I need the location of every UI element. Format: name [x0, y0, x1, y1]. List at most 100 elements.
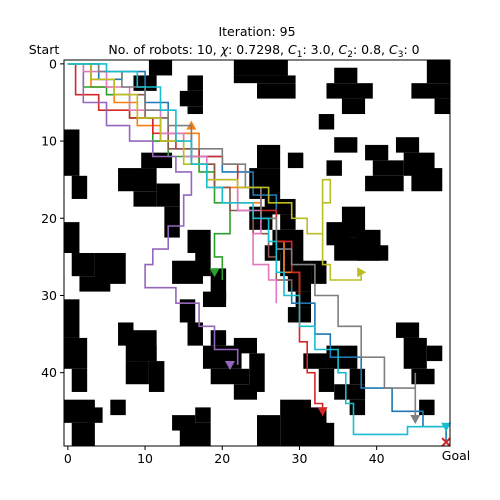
obstacle-cell — [334, 137, 358, 153]
obstacle-cell — [187, 322, 203, 346]
obstacle-cell — [434, 98, 450, 115]
obstacle-cell — [64, 299, 80, 338]
obstacle-cell — [172, 260, 203, 284]
y-tick-label: 20 — [41, 211, 57, 226]
obstacle-cell — [118, 168, 157, 192]
obstacle-cell — [334, 67, 358, 84]
x-axis: 0 10 20 30 40 — [64, 446, 385, 466]
obstacle-cell — [411, 168, 443, 192]
obstacle-layer — [64, 60, 450, 446]
plot-frame — [63, 59, 451, 447]
obstacle-cell — [64, 129, 80, 176]
obstacle-cell — [249, 353, 265, 392]
obstacle-cell — [426, 60, 450, 84]
obstacle-cell — [257, 83, 296, 99]
obstacle-cell — [187, 229, 211, 253]
obstacle-cell — [71, 175, 88, 199]
chart-title-line2: No. of robots: 10, χ: 0.7298, C1: 3.0, C… — [108, 42, 419, 60]
param-value: : 0 — [403, 42, 419, 57]
obstacle-cell — [334, 384, 366, 400]
obstacle-cell — [71, 368, 88, 392]
x-tick-label: 40 — [369, 451, 385, 466]
param-symbol: χ — [220, 42, 229, 57]
param-value: : 3.0, — [302, 42, 338, 57]
obstacle-cell — [71, 422, 95, 446]
obstacle-cell — [79, 276, 111, 292]
start-label: Start — [29, 42, 60, 57]
obstacle-cell — [233, 337, 257, 354]
obstacle-cell — [110, 399, 126, 416]
obstacle-cell — [64, 337, 88, 369]
obstacle-cell — [403, 337, 427, 369]
obstacle-cell — [141, 345, 157, 362]
obstacle-cell — [257, 144, 281, 169]
obstacle-cell — [202, 291, 227, 308]
y-tick-label: 30 — [41, 288, 57, 303]
obstacle-cell — [64, 222, 80, 253]
y-tick-label: 0 — [49, 56, 57, 71]
obstacle-cell — [426, 345, 443, 362]
obstacle-cell — [133, 191, 157, 207]
obstacle-cell — [349, 399, 366, 416]
obstacle-cell — [372, 245, 389, 261]
param-subscript: 2 — [347, 50, 353, 60]
obstacle-cell — [179, 90, 203, 107]
robot-path — [67, 63, 324, 412]
y-tick-label: 10 — [41, 134, 57, 149]
robot-path — [67, 63, 278, 304]
obstacle-cell — [148, 60, 173, 76]
chart-title-line1: Iteration: 95 — [218, 24, 295, 39]
robot-paths — [67, 63, 452, 447]
robot-end-marker — [224, 360, 235, 370]
obstacle-cell — [280, 214, 296, 230]
obstacle-cell — [326, 160, 342, 176]
param-symbol: C — [389, 42, 398, 57]
obstacle-cell — [287, 152, 304, 169]
obstacle-cell — [71, 253, 95, 277]
param-value: : 0.7298, — [228, 42, 288, 57]
goal-marker — [441, 437, 451, 447]
obstacle-cell — [365, 175, 404, 192]
x-tick-label: 10 — [137, 451, 153, 466]
obstacle-cell — [349, 368, 366, 385]
robot-end-marker — [410, 414, 421, 424]
obstacle-cell — [233, 384, 257, 400]
obstacle-cell — [195, 407, 211, 423]
robot-path — [67, 63, 447, 436]
y-tick-label: 40 — [41, 365, 57, 380]
robot-count-text: No. of robots: 10, — [108, 42, 220, 57]
obstacle-cell — [303, 353, 327, 369]
param-subscript: 1 — [297, 50, 303, 60]
robot-end-marker — [317, 407, 328, 417]
robot-path — [67, 63, 363, 281]
robot-end-marker — [357, 267, 367, 278]
obstacle-cell — [318, 114, 335, 130]
obstacle-cell — [210, 330, 227, 346]
obstacle-cell — [419, 399, 435, 416]
obstacle-cell — [156, 183, 180, 207]
robot-path — [67, 63, 417, 419]
x-tick-label: 30 — [292, 451, 308, 466]
obstacle-cell — [187, 106, 203, 115]
obstacle-cell — [318, 422, 335, 446]
param-symbol: C — [288, 42, 297, 57]
obstacle-cell — [326, 83, 373, 99]
goal-label: Goal — [442, 448, 470, 463]
obstacle-cell — [411, 368, 435, 385]
obstacle-cell — [233, 60, 288, 76]
obstacle-cell — [365, 144, 389, 161]
param-value: : 0.8, — [353, 42, 389, 57]
obstacle-cell — [295, 291, 312, 308]
obstacle-cell — [395, 322, 420, 338]
obstacle-cell — [125, 361, 149, 385]
obstacle-cell — [64, 399, 95, 423]
plot-area — [63, 59, 452, 447]
obstacle-cell — [210, 368, 250, 385]
obstacle-cell — [179, 299, 196, 323]
x-tick-label: 0 — [64, 451, 72, 466]
obstacle-cell — [164, 206, 180, 238]
obstacle-cell — [148, 361, 165, 392]
robot-end-marker — [441, 422, 452, 432]
param-subscript: 3 — [398, 50, 404, 60]
